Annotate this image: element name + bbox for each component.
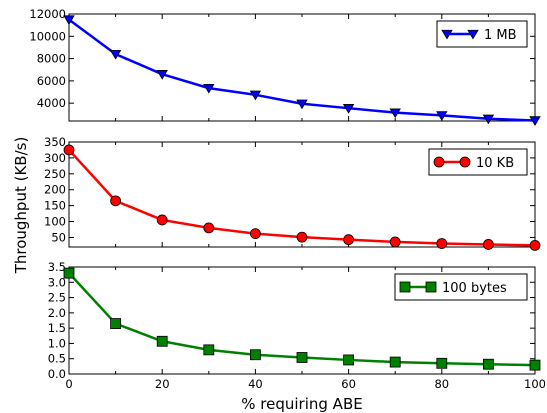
x-tick-label: 40: [248, 377, 263, 391]
data-point: [529, 359, 541, 371]
y-tick-label: 3.5: [48, 260, 66, 274]
data-point: [529, 240, 541, 251]
y-tick-label: 6000: [37, 74, 66, 88]
y-tick-label: 2.0: [48, 306, 66, 320]
x-axis-title: % requiring ABE: [241, 395, 362, 413]
legend-marker: [459, 156, 471, 168]
data-point: [389, 108, 401, 119]
data-point: [156, 214, 168, 226]
y-tick-label: 300: [44, 151, 66, 165]
x-tick-label: 0: [65, 377, 72, 391]
x-tick-label: 60: [341, 377, 356, 391]
data-point: [110, 318, 121, 329]
legend: 10 KB: [428, 148, 528, 176]
data-point: [249, 228, 261, 240]
data-point: [203, 344, 215, 356]
data-point: [109, 49, 122, 60]
y-tick-label: 0.0: [48, 367, 66, 381]
legend-label: 10 KB: [476, 156, 514, 171]
y-tick-label: 100: [44, 215, 66, 229]
data-point: [389, 356, 401, 368]
data-point: [203, 222, 215, 234]
legend-marker: [399, 281, 411, 293]
x-tick-label: 20: [155, 377, 170, 391]
data-point: [249, 90, 262, 101]
data-point: [389, 236, 401, 248]
chart-panel-3: 0 20 40 60 80 100 0.00.5 1.01.52.02.5 3.03.5 100 …: [48, 260, 546, 391]
legend-marker: [441, 29, 453, 40]
data-point: [342, 104, 355, 114]
legend-label: 1 MB: [484, 28, 517, 43]
y-tick-label: 200: [44, 183, 66, 197]
legend-marker: [433, 156, 445, 168]
data-point: [296, 352, 308, 363]
legend-label: 100 bytes: [442, 281, 507, 296]
y-tick-label: 0.5: [48, 352, 66, 366]
data-point: [63, 15, 75, 26]
data-point: [482, 358, 494, 370]
x-tick-label: 80: [434, 377, 449, 391]
data-point: [482, 239, 494, 250]
chart-panel-1: 4000 6000 8000 10000 12000 1 MB: [29, 7, 541, 126]
y-tick-label: 8000: [37, 52, 66, 66]
data-point: [296, 99, 308, 110]
legend: 1 MB: [436, 20, 528, 48]
data-point: [436, 111, 448, 121]
legend: 100 bytes: [394, 273, 528, 301]
y-axis-title: Throughput (KB/s): [12, 137, 30, 275]
data-point: [436, 357, 448, 369]
y-tick-label: 12000: [29, 7, 66, 21]
data-point: [110, 195, 121, 207]
data-point: [296, 231, 308, 243]
data-point: [203, 83, 215, 94]
data-point: [156, 70, 168, 80]
data-point: [63, 267, 75, 279]
data-point: [63, 144, 75, 156]
y-tick-label: 10000: [29, 29, 66, 43]
y-tick-label: 1.5: [48, 321, 66, 335]
data-point: [482, 114, 495, 125]
data-point: [436, 238, 448, 249]
y-tick-label: 2.5: [48, 291, 66, 305]
y-tick-label: 350: [44, 135, 66, 149]
y-tick-label: 50: [51, 230, 66, 244]
legend-marker: [467, 29, 479, 40]
y-tick-label: 4000: [37, 96, 66, 110]
y-tick-label: 3.0: [48, 275, 66, 289]
x-tick-label: 100: [524, 377, 546, 391]
y-tick-label: 1.0: [48, 336, 66, 350]
data-point: [249, 349, 261, 361]
y-tick-label: 150: [44, 199, 66, 213]
data-point: [156, 335, 168, 347]
y-tick-label: 250: [44, 167, 66, 181]
data-point: [343, 234, 355, 246]
data-point: [529, 116, 541, 126]
legend-marker: [425, 281, 437, 293]
data-point: [343, 354, 355, 366]
